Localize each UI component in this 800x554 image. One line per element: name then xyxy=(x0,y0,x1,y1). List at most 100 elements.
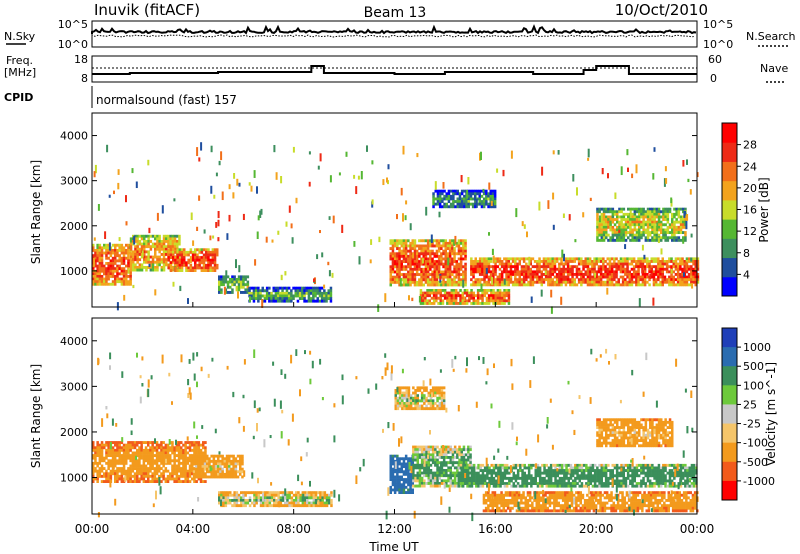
heatmap-cell xyxy=(483,273,486,276)
heatmap-cell xyxy=(412,463,415,467)
heatmap-cell xyxy=(393,257,397,261)
heatmap-cell xyxy=(284,504,287,508)
heatmap-cell xyxy=(454,200,457,203)
heatmap-cell xyxy=(442,257,445,261)
heatmap-cell xyxy=(443,202,446,206)
heatmap-cell xyxy=(660,225,663,229)
heatmap-cell xyxy=(202,269,206,272)
heatmap-cell xyxy=(470,278,473,282)
heatmap-cell xyxy=(476,262,480,266)
heatmap-cell xyxy=(224,278,228,281)
heatmap-cell xyxy=(624,257,627,261)
heatmap-cell xyxy=(218,496,221,500)
heatmap-cell xyxy=(453,252,456,256)
heatmap-cell xyxy=(111,451,115,455)
heatmap-cell xyxy=(436,450,439,454)
heatmap-cell xyxy=(598,233,601,237)
heatmap-cell xyxy=(177,474,181,478)
heatmap-cell xyxy=(455,260,458,263)
heatmap-cell xyxy=(646,231,650,234)
heatmap-cell xyxy=(206,454,209,458)
heatmap-cell xyxy=(391,252,395,256)
heatmap-cell xyxy=(186,461,190,465)
heatmap-cell xyxy=(444,267,447,271)
heatmap-cell xyxy=(194,248,197,252)
heatmap-cell xyxy=(275,501,278,505)
heatmap-cell xyxy=(402,241,406,245)
heatmap-cell xyxy=(134,234,137,238)
heatmap-cell xyxy=(231,499,234,502)
heatmap-cell xyxy=(98,467,102,470)
heatmap-cell xyxy=(424,257,428,261)
heatmap-cell xyxy=(652,260,656,263)
heatmap-cell xyxy=(133,451,137,455)
heatmap-cell xyxy=(391,462,395,466)
heatmap-cell xyxy=(193,477,196,481)
heatmap-cell xyxy=(593,280,596,284)
heatmap-cell xyxy=(111,282,115,286)
heatmap-cell xyxy=(389,491,392,494)
heatmap-cell xyxy=(201,467,205,471)
heatmap-cell xyxy=(204,459,207,463)
heatmap-cell xyxy=(492,273,495,276)
heatmap-cell xyxy=(409,273,412,276)
heatmap-cell xyxy=(679,218,683,221)
heatmap-cell xyxy=(96,451,99,455)
heatmap-cell xyxy=(276,291,280,295)
heatmap-cell xyxy=(96,454,99,457)
heatmap-cell xyxy=(228,470,231,474)
heatmap-cell xyxy=(290,289,293,293)
heatmap-cell xyxy=(131,469,135,473)
heatmap-cell xyxy=(220,288,223,292)
heatmap-cell xyxy=(620,218,623,221)
heatmap-cell xyxy=(690,278,693,282)
heatmap-cell xyxy=(494,278,497,282)
heatmap-cell xyxy=(92,472,95,476)
heatmap-cell xyxy=(600,223,604,227)
heatmap-cell xyxy=(639,275,642,279)
heatmap-cell xyxy=(407,470,410,474)
heatmap-cell xyxy=(431,445,435,449)
heatmap-cell xyxy=(172,250,175,254)
heatmap-cell xyxy=(413,262,417,266)
heatmap-cell xyxy=(694,265,697,269)
heatmap-cell xyxy=(412,448,415,452)
heatmap-cell xyxy=(412,450,415,454)
heatmap-cell xyxy=(439,289,442,292)
heatmap-cell xyxy=(295,501,298,505)
heatmap-cell xyxy=(418,445,422,449)
heatmap-cell xyxy=(242,496,245,500)
heatmap-cell xyxy=(507,278,510,282)
heatmap-cell xyxy=(551,257,554,261)
heatmap-cell xyxy=(418,278,421,282)
heatmap-cell xyxy=(135,181,138,189)
heatmap-cell xyxy=(404,478,408,481)
heatmap-cell xyxy=(207,258,210,262)
heatmap-cell xyxy=(303,289,306,293)
heatmap-cell xyxy=(637,283,640,287)
heatmap-cell xyxy=(171,459,174,463)
heatmap-cell xyxy=(127,256,130,260)
heatmap-cell xyxy=(418,239,421,243)
heatmap-cell xyxy=(514,283,517,287)
heatmap-cell xyxy=(314,504,318,508)
heatmap-cell xyxy=(223,475,227,479)
heatmap-cell xyxy=(133,477,137,481)
heatmap-cell xyxy=(420,484,424,488)
heatmap-cell xyxy=(664,228,667,232)
heatmap-cell xyxy=(103,446,106,450)
heatmap-cell xyxy=(433,267,436,271)
heatmap-cell xyxy=(310,496,313,500)
heatmap-cell xyxy=(514,260,517,263)
heatmap-cell xyxy=(440,270,443,274)
heatmap-cell xyxy=(571,270,574,274)
heatmap-cell xyxy=(120,456,124,460)
heatmap-cell xyxy=(217,467,220,471)
heatmap-cell xyxy=(412,252,415,259)
heatmap-cell xyxy=(649,231,652,234)
heatmap-cell xyxy=(265,291,269,295)
heatmap-cell xyxy=(412,458,415,462)
heatmap-cell xyxy=(632,260,636,263)
heatmap-cell xyxy=(622,236,626,240)
heatmap-cell xyxy=(663,278,667,282)
